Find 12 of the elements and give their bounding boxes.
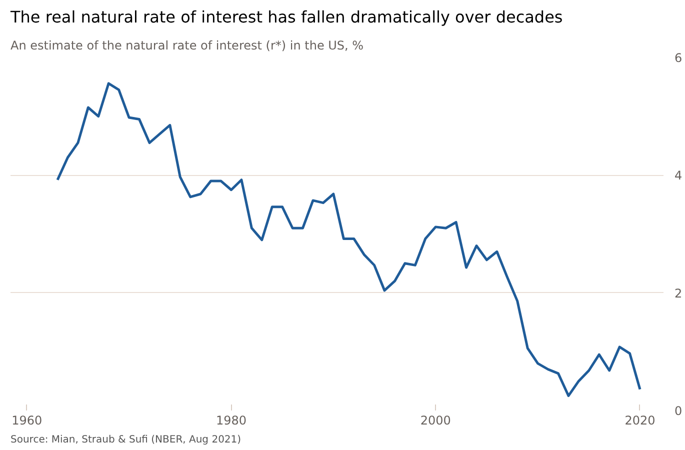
y-tick-label: 2 [674, 286, 682, 300]
y-tick-label: 0 [674, 404, 682, 418]
chart-subtitle: An estimate of the natural rate of interest (r*) in the US, % [10, 38, 364, 52]
x-tick-label: 1960 [12, 414, 42, 428]
x-tick-label: 1980 [216, 414, 247, 428]
x-tick-label: 2000 [420, 414, 451, 428]
y-tick-label: 4 [674, 168, 682, 183]
line-series [56, 82, 642, 398]
chart-title: The real natural rate of interest has fallen dramatically over decades [10, 8, 563, 26]
source-note: Source: Mian, Straub & Sufi (NBER, Aug 2021) [10, 434, 242, 446]
y-tick-label: 6 [674, 51, 682, 65]
x-tick-label: 2020 [624, 414, 656, 428]
